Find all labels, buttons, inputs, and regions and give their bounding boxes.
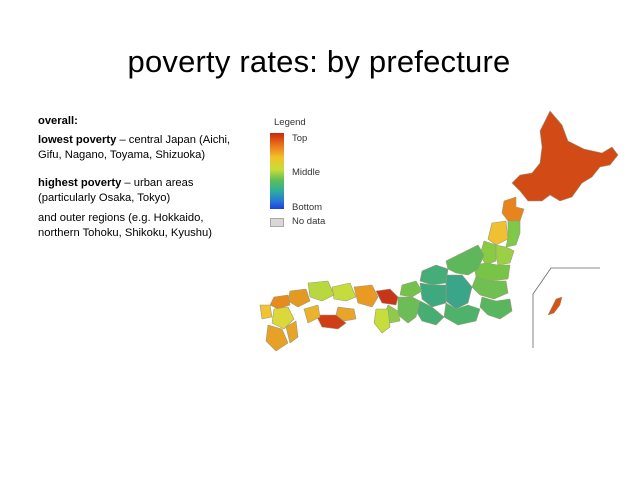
summary-text: overall: lowest poverty – central Japan … [38,114,248,242]
legend-title: Legend [274,117,306,128]
legend-label-no-data: No data [292,216,326,227]
legend-label-top: Top [292,133,308,144]
highest-poverty-text: highest poverty – urban areas (particula… [38,176,248,207]
highest-poverty-detail: – urban areas (particularly Osaka, Tokyo… [38,176,194,205]
region-iwate [505,220,521,248]
region-osaka [375,288,399,306]
region-kyushu-central [271,306,295,330]
region-akita [487,220,509,246]
region-chugoku-central [307,280,335,302]
region-miyagi [495,244,515,266]
legend-color-scale [270,133,284,209]
region-hokkaido [511,110,619,202]
lowest-poverty-heading: lowest poverty [38,133,117,146]
region-okinawa [547,296,563,316]
inset-border-diagonal [532,267,600,348]
region-kanto-south [479,296,513,320]
region-tokai-east [443,302,481,326]
legend-label-bottom: Bottom [292,202,323,213]
legend-label-middle: Middle [292,167,320,178]
slide-title: poverty rates: by prefecture [127,44,511,79]
region-kinki-east [397,296,421,324]
region-miyazaki [285,320,299,344]
region-hokuriku [419,264,449,286]
outer-regions-text: and outer regions (e.g. Hokkaido, northe… [38,211,212,240]
highest-poverty-heading: highest poverty [38,176,122,189]
region-nagano [445,274,473,310]
region-shikoku-east [335,306,357,322]
lowest-poverty-detail: – central Japan (Aichi, Gifu, Nagano, To… [38,133,231,162]
region-kagoshima [265,324,289,352]
region-ehime [303,304,321,324]
overall-label: overall: [38,115,78,127]
region-fukui [399,280,423,298]
region-kanto-north [471,276,509,300]
region-kochi [315,314,347,330]
japan-prefecture-map [250,105,638,355]
japan-map-svg [259,110,619,352]
region-fukuoka [269,294,291,310]
okinawa-inset [532,267,600,348]
region-hyogo [353,284,379,308]
region-yamaguchi [287,288,311,308]
region-aomori [501,196,525,222]
region-nagasaki [259,304,273,320]
map-legend: Legend Top Middle Bottom No data [270,117,350,232]
region-chugoku-east [331,282,357,302]
legend-no-data-swatch [270,218,284,227]
lowest-poverty-text: lowest poverty – central Japan (Aichi, G… [38,133,248,164]
region-wakayama [373,308,391,334]
region-niigata [445,244,485,276]
